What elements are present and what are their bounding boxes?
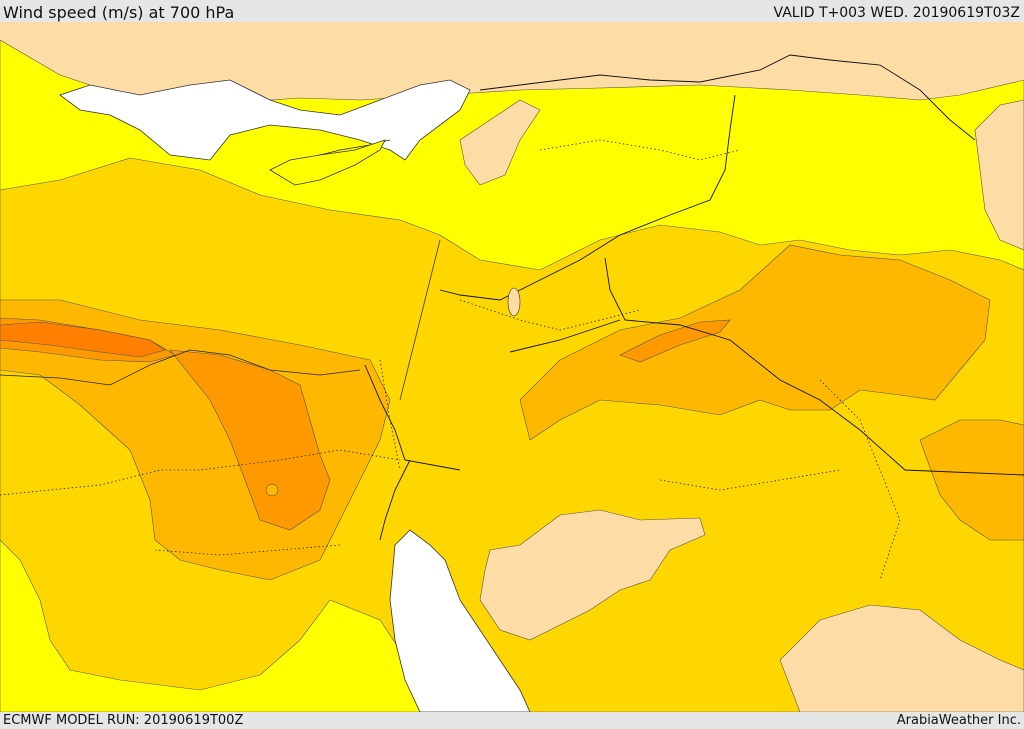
header-bar: Wind speed (m/s) at 700 hPa VALID T+003 … <box>0 0 1024 22</box>
low-wind-pocket-south <box>479 509 706 641</box>
sea-red-sea <box>389 529 531 712</box>
low-wind-pocket-east <box>974 99 1024 251</box>
low-wind-pocket-levant <box>459 99 541 186</box>
shade-orange-southeast <box>919 419 1024 541</box>
lake-nasser-pocket <box>265 483 279 497</box>
sea-aegean-turkey-coast <box>59 79 471 161</box>
shade-orange-core-east <box>619 319 731 363</box>
credit-label: ArabiaWeather Inc. <box>896 713 1021 728</box>
model-run-label: ECMWF MODEL RUN: 20190619T00Z <box>3 713 244 728</box>
dead-sea <box>507 287 521 317</box>
map-title: Wind speed (m/s) at 700 hPa <box>3 3 235 22</box>
footer-bar: ECMWF MODEL RUN: 20190619T00Z ArabiaWeat… <box>0 712 1024 729</box>
shade-dark-core-west <box>0 321 166 358</box>
shade-orange-east <box>519 244 991 441</box>
valid-time: VALID T+003 WED. 20190619T03Z <box>773 5 1020 21</box>
wind-speed-map <box>0 22 1024 712</box>
country-borders <box>364 54 1024 541</box>
low-wind-pocket-southeast <box>779 604 1024 712</box>
shade-orange-core-south <box>169 349 331 531</box>
cyprus-island <box>269 139 386 186</box>
